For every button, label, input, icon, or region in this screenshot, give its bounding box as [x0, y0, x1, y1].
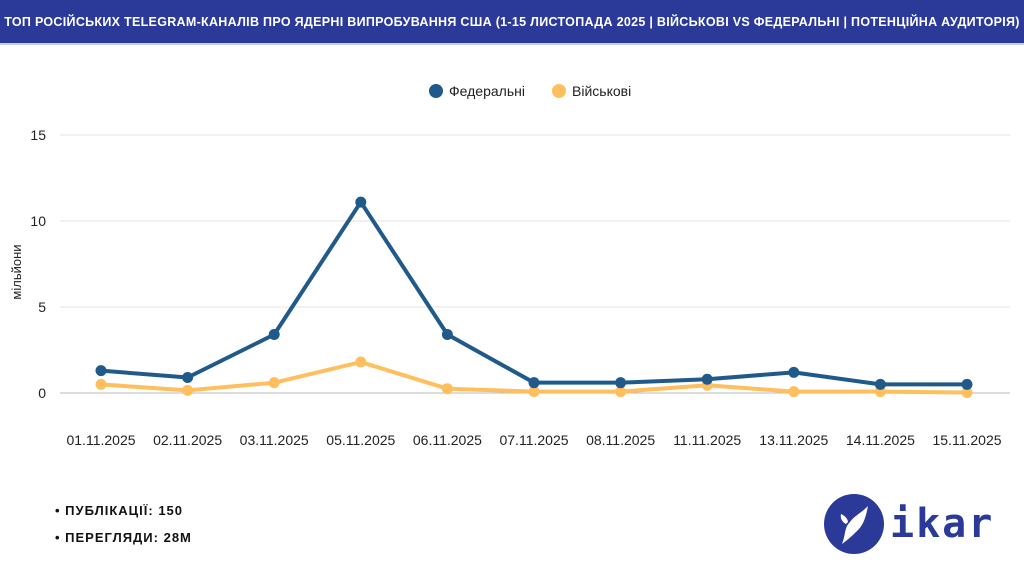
publications-text: ПУБЛІКАЦІЇ: 150 [65, 503, 184, 518]
series-line-0 [100, 200, 967, 387]
x-tick-label: 05.11.2025 [326, 432, 395, 448]
x-tick-label: 11.11.2025 [673, 432, 741, 448]
legend-label: Федеральні [449, 83, 525, 99]
chart-title: ТОП РОСІЙСЬКИХ TELEGRAM-КАНАЛІВ ПРО ЯДЕР… [0, 0, 1024, 45]
data-point [615, 386, 627, 398]
y-tick-label: 10 [30, 213, 46, 229]
data-point [441, 383, 453, 395]
y-axis-label: мільйони [9, 244, 24, 299]
views-text: ПЕРЕГЛЯДИ: 28M [65, 530, 192, 545]
x-tick-label: 03.11.2025 [240, 432, 309, 448]
data-point [268, 377, 280, 389]
data-point [355, 356, 367, 368]
dove-icon [824, 494, 884, 554]
y-tick-label: 0 [38, 385, 46, 401]
x-tick-label: 14.11.2025 [846, 432, 915, 448]
legend-marker [429, 84, 443, 98]
x-tick-label: 07.11.2025 [499, 432, 568, 448]
x-tick-label: 13.11.2025 [759, 432, 828, 448]
ikar-logo: ikar [824, 494, 994, 554]
data-point [268, 329, 280, 341]
legend-marker [552, 84, 566, 98]
data-point [788, 386, 800, 398]
x-tick-label: 02.11.2025 [153, 432, 222, 448]
logo-text: ikar [890, 501, 995, 547]
y-tick-label: 5 [38, 299, 46, 315]
data-point [528, 377, 540, 389]
data-point [701, 373, 713, 385]
x-tick-label: 15.11.2025 [932, 432, 1001, 448]
data-point [615, 377, 627, 389]
data-point [874, 378, 886, 390]
data-point [961, 378, 973, 390]
data-point [95, 378, 107, 390]
data-point [441, 329, 453, 341]
data-point [961, 386, 973, 398]
data-point [788, 366, 800, 378]
summary-stats: • ПУБЛІКАЦІЇ: 150 • ПЕРЕГЛЯДИ: 28M [55, 503, 192, 557]
y-tick-label: 15 [30, 127, 46, 143]
x-tick-label: 06.11.2025 [413, 432, 482, 448]
x-tick-label: 08.11.2025 [586, 432, 655, 448]
publications-stat: • ПУБЛІКАЦІЇ: 150 [55, 503, 184, 518]
legend-label: Військові [572, 83, 631, 99]
x-tick-label: 01.11.2025 [66, 432, 135, 448]
data-point [95, 365, 107, 377]
data-point [355, 196, 367, 208]
data-point [528, 386, 540, 398]
data-point [182, 384, 194, 396]
views-stat: • ПЕРЕГЛЯДИ: 28M [55, 530, 192, 545]
data-point [182, 372, 194, 384]
